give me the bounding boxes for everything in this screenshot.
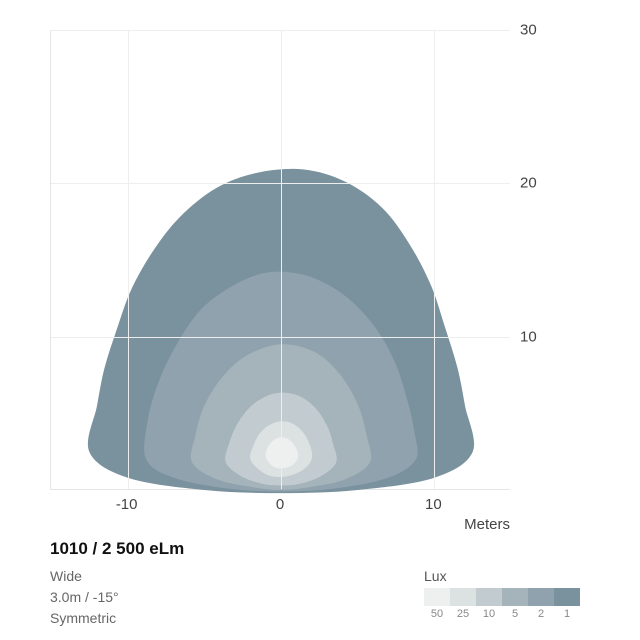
x-axis-label: Meters (464, 516, 510, 533)
legend-title: Lux (424, 568, 580, 584)
legend-swatch: 50 (424, 588, 450, 620)
legend-swatch: 5 (502, 588, 528, 620)
y-tick-label: 30 (520, 22, 537, 39)
legend-label: 1 (564, 608, 570, 620)
legend-label: 25 (457, 608, 469, 620)
legend-color-box (424, 588, 450, 606)
legend-color-box (502, 588, 528, 606)
info-line-3: Symmetric (50, 608, 184, 629)
lux-legend: Lux 50 25 10 5 2 1 (424, 568, 580, 620)
x-tick-label: -10 (116, 496, 138, 513)
legend-color-box (554, 588, 580, 606)
legend-color-box (476, 588, 502, 606)
legend-color-box (450, 588, 476, 606)
x-tick-label: 10 (425, 496, 442, 513)
info-line-2: 3.0m / -15° (50, 587, 184, 608)
legend-label: 50 (431, 608, 443, 620)
x-tick-label: 0 (276, 496, 284, 513)
legend-swatch: 1 (554, 588, 580, 620)
legend-color-box (528, 588, 554, 606)
info-title: 1010 / 2 500 eLm (50, 536, 184, 562)
info-block: 1010 / 2 500 eLm Wide 3.0m / -15° Symmet… (50, 536, 184, 629)
gridline-v (434, 30, 435, 489)
legend-label: 10 (483, 608, 495, 620)
legend-swatch: 25 (450, 588, 476, 620)
page: 10 20 30 -10 0 10 Meters 1010 / 2 500 eLm Wid… (0, 0, 640, 640)
legend-swatch: 10 (476, 588, 502, 620)
chart-container: 102030-10010 Meters (50, 30, 544, 490)
legend-label: 2 (538, 608, 544, 620)
info-line-1: Wide (50, 566, 184, 587)
plot-area (50, 30, 510, 490)
y-tick-label: 20 (520, 175, 537, 192)
y-tick-label: 10 (520, 328, 537, 345)
legend-swatch: 2 (528, 588, 554, 620)
gridline-v (128, 30, 129, 489)
legend-label: 5 (512, 608, 518, 620)
gridline-v (281, 30, 282, 489)
